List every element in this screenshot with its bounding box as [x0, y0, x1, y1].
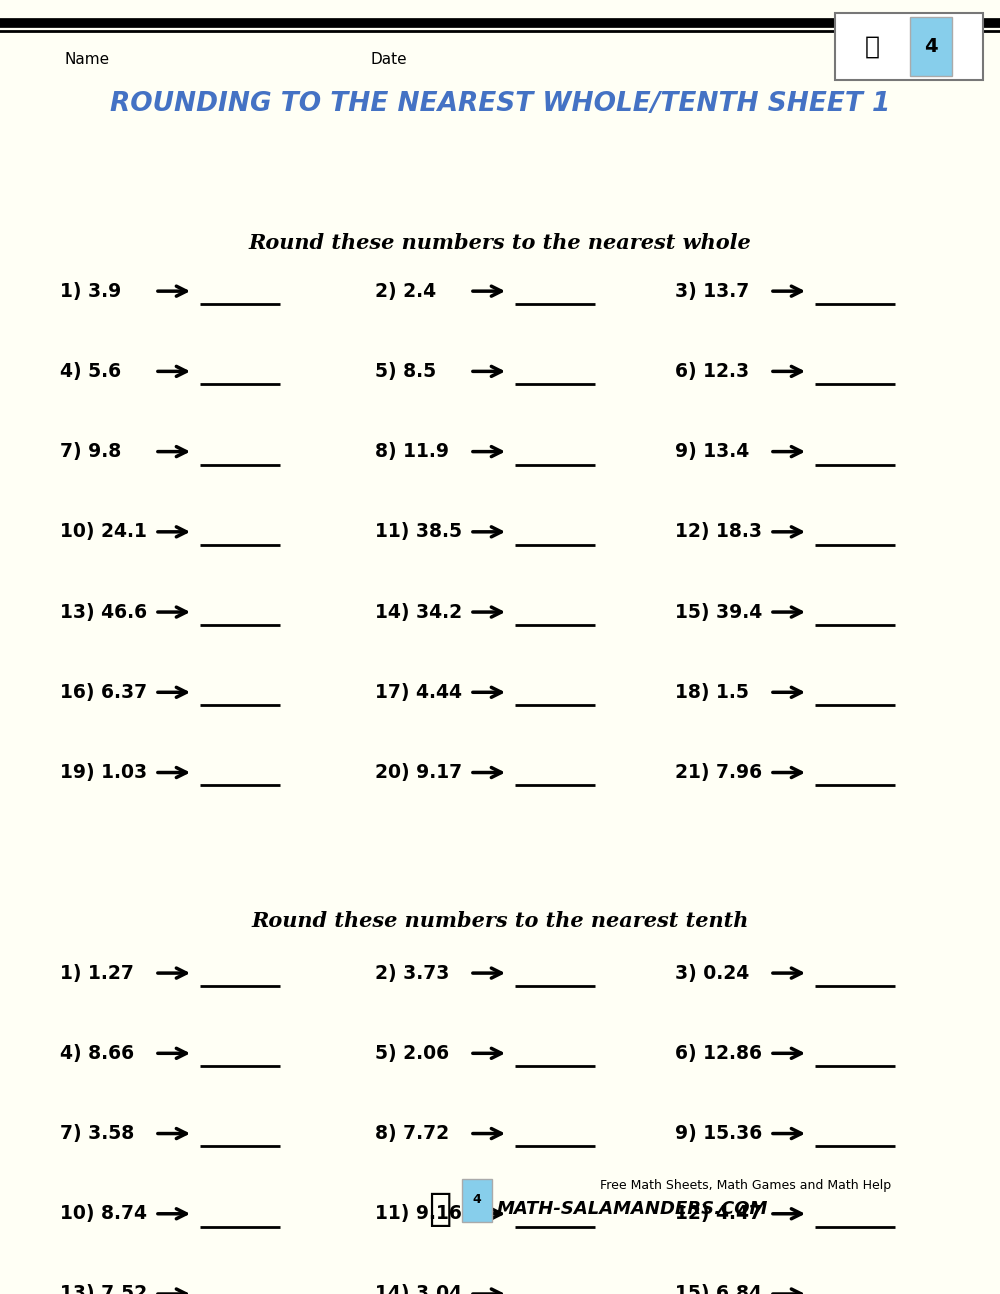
- Text: 5) 8.5: 5) 8.5: [375, 362, 436, 380]
- Text: 🐆: 🐆: [428, 1189, 452, 1228]
- Text: 11) 9.16: 11) 9.16: [375, 1205, 462, 1223]
- Text: 13) 46.6: 13) 46.6: [60, 603, 147, 621]
- Text: 10) 24.1: 10) 24.1: [60, 523, 147, 541]
- Text: 4) 8.66: 4) 8.66: [60, 1044, 134, 1062]
- Text: 🐆: 🐆: [864, 35, 880, 58]
- Text: 15) 6.84: 15) 6.84: [675, 1285, 762, 1294]
- Text: 19) 1.03: 19) 1.03: [60, 763, 147, 782]
- Text: 15) 39.4: 15) 39.4: [675, 603, 762, 621]
- Text: 4: 4: [924, 38, 938, 56]
- Text: Date: Date: [370, 52, 407, 67]
- Text: Round these numbers to the nearest tenth: Round these numbers to the nearest tenth: [251, 911, 749, 930]
- Text: 7) 3.58: 7) 3.58: [60, 1124, 134, 1143]
- Text: 8) 7.72: 8) 7.72: [375, 1124, 449, 1143]
- Text: ROUNDING TO THE NEAREST WHOLE/TENTH SHEET 1: ROUNDING TO THE NEAREST WHOLE/TENTH SHEE…: [110, 91, 890, 116]
- Text: MATH-SALAMANDERS.COM: MATH-SALAMANDERS.COM: [497, 1200, 768, 1218]
- Text: 7) 9.8: 7) 9.8: [60, 443, 121, 461]
- Text: 4: 4: [473, 1193, 481, 1206]
- Text: 18) 1.5: 18) 1.5: [675, 683, 749, 701]
- Text: 12) 18.3: 12) 18.3: [675, 523, 762, 541]
- Bar: [462, 1179, 492, 1222]
- Text: Name: Name: [65, 52, 110, 67]
- Bar: [910, 17, 952, 76]
- Text: 10) 8.74: 10) 8.74: [60, 1205, 147, 1223]
- Text: Free Math Sheets, Math Games and Math Help: Free Math Sheets, Math Games and Math He…: [600, 1179, 891, 1192]
- Text: 2) 3.73: 2) 3.73: [375, 964, 449, 982]
- Text: 16) 6.37: 16) 6.37: [60, 683, 147, 701]
- Text: 17) 4.44: 17) 4.44: [375, 683, 462, 701]
- Text: 2) 2.4: 2) 2.4: [375, 282, 436, 300]
- Text: 11) 38.5: 11) 38.5: [375, 523, 462, 541]
- Text: Round these numbers to the nearest whole: Round these numbers to the nearest whole: [249, 233, 751, 252]
- Text: 14) 34.2: 14) 34.2: [375, 603, 462, 621]
- Text: 14) 3.04: 14) 3.04: [375, 1285, 462, 1294]
- Text: 21) 7.96: 21) 7.96: [675, 763, 762, 782]
- Text: 9) 15.36: 9) 15.36: [675, 1124, 762, 1143]
- Text: 4) 5.6: 4) 5.6: [60, 362, 121, 380]
- Text: 1) 1.27: 1) 1.27: [60, 964, 134, 982]
- Text: 6) 12.3: 6) 12.3: [675, 362, 749, 380]
- Text: 6) 12.86: 6) 12.86: [675, 1044, 762, 1062]
- Text: 5) 2.06: 5) 2.06: [375, 1044, 449, 1062]
- Text: 3) 13.7: 3) 13.7: [675, 282, 749, 300]
- Text: 12) 4.47: 12) 4.47: [675, 1205, 762, 1223]
- Text: 1) 3.9: 1) 3.9: [60, 282, 121, 300]
- Text: 8) 11.9: 8) 11.9: [375, 443, 449, 461]
- Text: 13) 7.52: 13) 7.52: [60, 1285, 147, 1294]
- Text: 9) 13.4: 9) 13.4: [675, 443, 749, 461]
- Bar: [835, 13, 983, 80]
- Text: 3) 0.24: 3) 0.24: [675, 964, 749, 982]
- Text: 20) 9.17: 20) 9.17: [375, 763, 462, 782]
